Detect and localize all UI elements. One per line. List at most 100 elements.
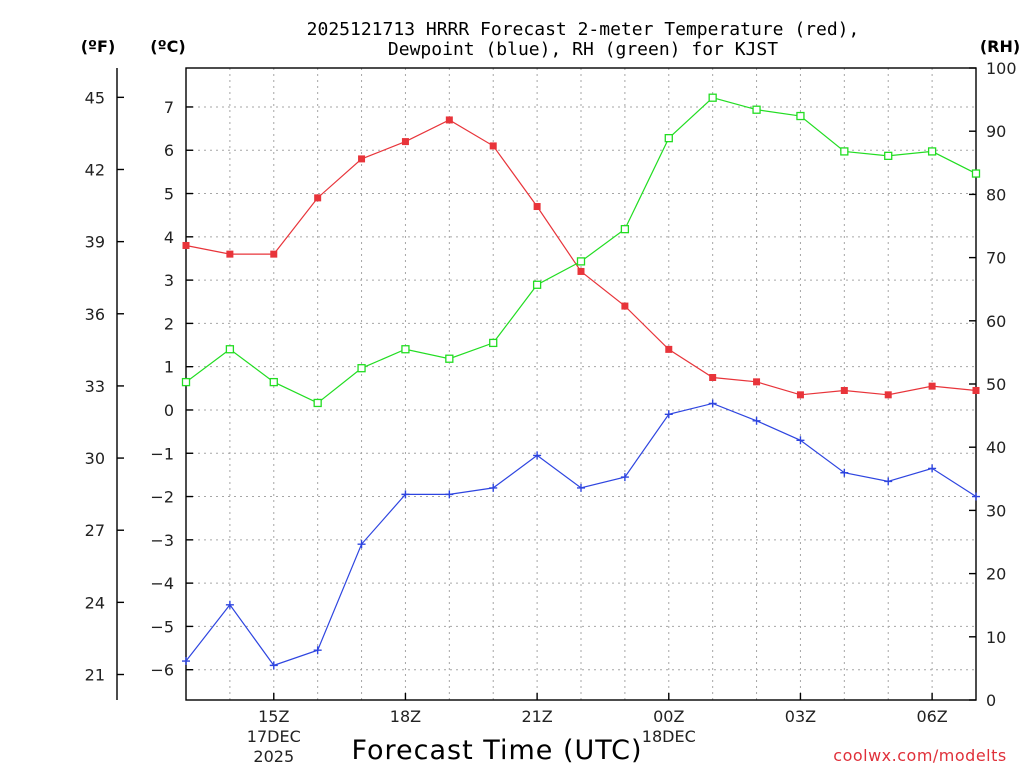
rh-tick-label: 0 <box>986 691 996 710</box>
rh-point <box>445 354 454 363</box>
celsius-tick-label: 0 <box>164 401 174 420</box>
temperature-point <box>445 116 453 124</box>
dewpoint-point <box>708 399 717 408</box>
dewpoint-series <box>182 399 980 670</box>
rh-tick-label: 90 <box>986 122 1006 141</box>
x-tick-date-label: 18DEC <box>642 727 696 746</box>
x-tick-label: 03Z <box>785 707 816 726</box>
dewpoint-point <box>445 490 454 499</box>
dewpoint-point <box>928 464 937 473</box>
rh-tick-label: 70 <box>986 249 1006 268</box>
dewpoint-point <box>840 468 849 477</box>
fahrenheit-tick-label: 33 <box>85 377 105 396</box>
x-axis-label: Forecast Time (UTC) <box>351 735 642 766</box>
temperature-point <box>621 302 629 310</box>
temperature-point <box>577 267 585 275</box>
temperature-series <box>182 116 980 399</box>
dewpoint-point <box>182 657 190 666</box>
rh-point <box>796 111 805 121</box>
x-tick-date-label: 17DEC <box>247 727 301 746</box>
fahrenheit-tick-label: 42 <box>85 160 105 179</box>
rh-tick-label: 100 <box>986 59 1017 78</box>
temperature-point <box>401 138 409 146</box>
celsius-tick-label: 2 <box>164 314 174 333</box>
dewpoint-point <box>620 473 629 482</box>
fahrenheit-tick-label: 45 <box>85 88 105 107</box>
temperature-point <box>884 391 892 399</box>
rh-tick-label: 40 <box>986 438 1006 457</box>
rh-tick-label: 60 <box>986 312 1006 331</box>
chart-title-line-2: Dewpoint (blue), RH (green) for KJST <box>388 39 778 60</box>
celsius-tick-label: −3 <box>150 531 174 550</box>
rh-point <box>971 169 981 178</box>
temperature-point <box>796 391 804 399</box>
grid-lines <box>186 68 976 700</box>
dewpoint-point <box>577 483 585 492</box>
rh-point <box>532 280 542 289</box>
rh-point <box>357 364 366 373</box>
temperature-point <box>182 241 190 249</box>
rh-point <box>620 225 630 234</box>
fahrenheit-unit-label: (ºF) <box>81 37 116 56</box>
celsius-tick-label: −4 <box>150 574 174 593</box>
celsius-tick-label: −2 <box>150 488 174 507</box>
dewpoint-point <box>796 436 805 445</box>
rh-point <box>664 134 673 143</box>
dewpoint-point <box>489 483 498 492</box>
celsius-tick-label: 6 <box>164 141 174 160</box>
celsius-tick-label: 1 <box>164 358 174 377</box>
temperature-point <box>928 382 936 390</box>
tick-labels: −6−5−4−3−2−10123456721242730333639424501… <box>85 59 1017 766</box>
rh-point <box>927 147 937 156</box>
fahrenheit-tick-label: 36 <box>85 305 105 324</box>
celsius-tick-label: −1 <box>150 444 174 463</box>
rh-point <box>401 345 410 354</box>
rh-point <box>576 257 586 266</box>
celsius-tick-label: 4 <box>164 228 174 247</box>
fahrenheit-tick-label: 30 <box>85 449 105 468</box>
x-tick-label: 00Z <box>653 707 684 726</box>
celsius-tick-label: −5 <box>150 617 174 636</box>
rh-point <box>489 338 498 348</box>
temperature-point <box>358 155 366 163</box>
rh-tick-label: 10 <box>986 628 1006 647</box>
celsius-tick-label: 3 <box>164 271 174 290</box>
temperature-point <box>533 203 541 211</box>
temperature-point <box>489 142 497 150</box>
fahrenheit-tick-label: 24 <box>85 593 105 612</box>
rh-point <box>269 377 278 387</box>
temperature-point <box>314 194 322 202</box>
dewpoint-point <box>269 661 278 670</box>
temperature-point <box>709 374 717 382</box>
x-tick-label: 18Z <box>390 707 421 726</box>
rh-tick-label: 50 <box>986 375 1006 394</box>
celsius-tick-label: 5 <box>164 185 174 204</box>
temperature-point <box>840 386 848 394</box>
dewpoint-point <box>401 490 410 499</box>
dewpoint-point <box>533 451 542 460</box>
fahrenheit-tick-label: 27 <box>85 521 105 540</box>
rh-series <box>181 93 981 408</box>
rh-point <box>708 93 717 102</box>
temperature-point <box>753 378 761 386</box>
rh-point <box>884 151 893 160</box>
celsius-tick-label: −6 <box>150 661 174 680</box>
fahrenheit-tick-label: 21 <box>85 666 105 685</box>
x-tick-label: 21Z <box>521 707 552 726</box>
rh-point <box>181 377 191 387</box>
rh-point <box>225 345 235 354</box>
data-series <box>181 93 981 670</box>
dewpoint-point <box>884 477 893 486</box>
dewpoint-point <box>752 416 761 425</box>
rh-tick-label: 80 <box>986 185 1006 204</box>
celsius-unit-label: (ºC) <box>150 37 185 56</box>
plot-frame <box>185 67 977 701</box>
x-tick-label: 15Z <box>258 707 289 726</box>
rh-point <box>313 398 322 408</box>
temperature-point <box>270 250 278 258</box>
x-tick-label: 06Z <box>916 707 947 726</box>
x-tick-date-label: 2025 <box>253 747 294 766</box>
fahrenheit-tick-label: 39 <box>85 233 105 252</box>
dewpoint-point <box>313 646 322 655</box>
